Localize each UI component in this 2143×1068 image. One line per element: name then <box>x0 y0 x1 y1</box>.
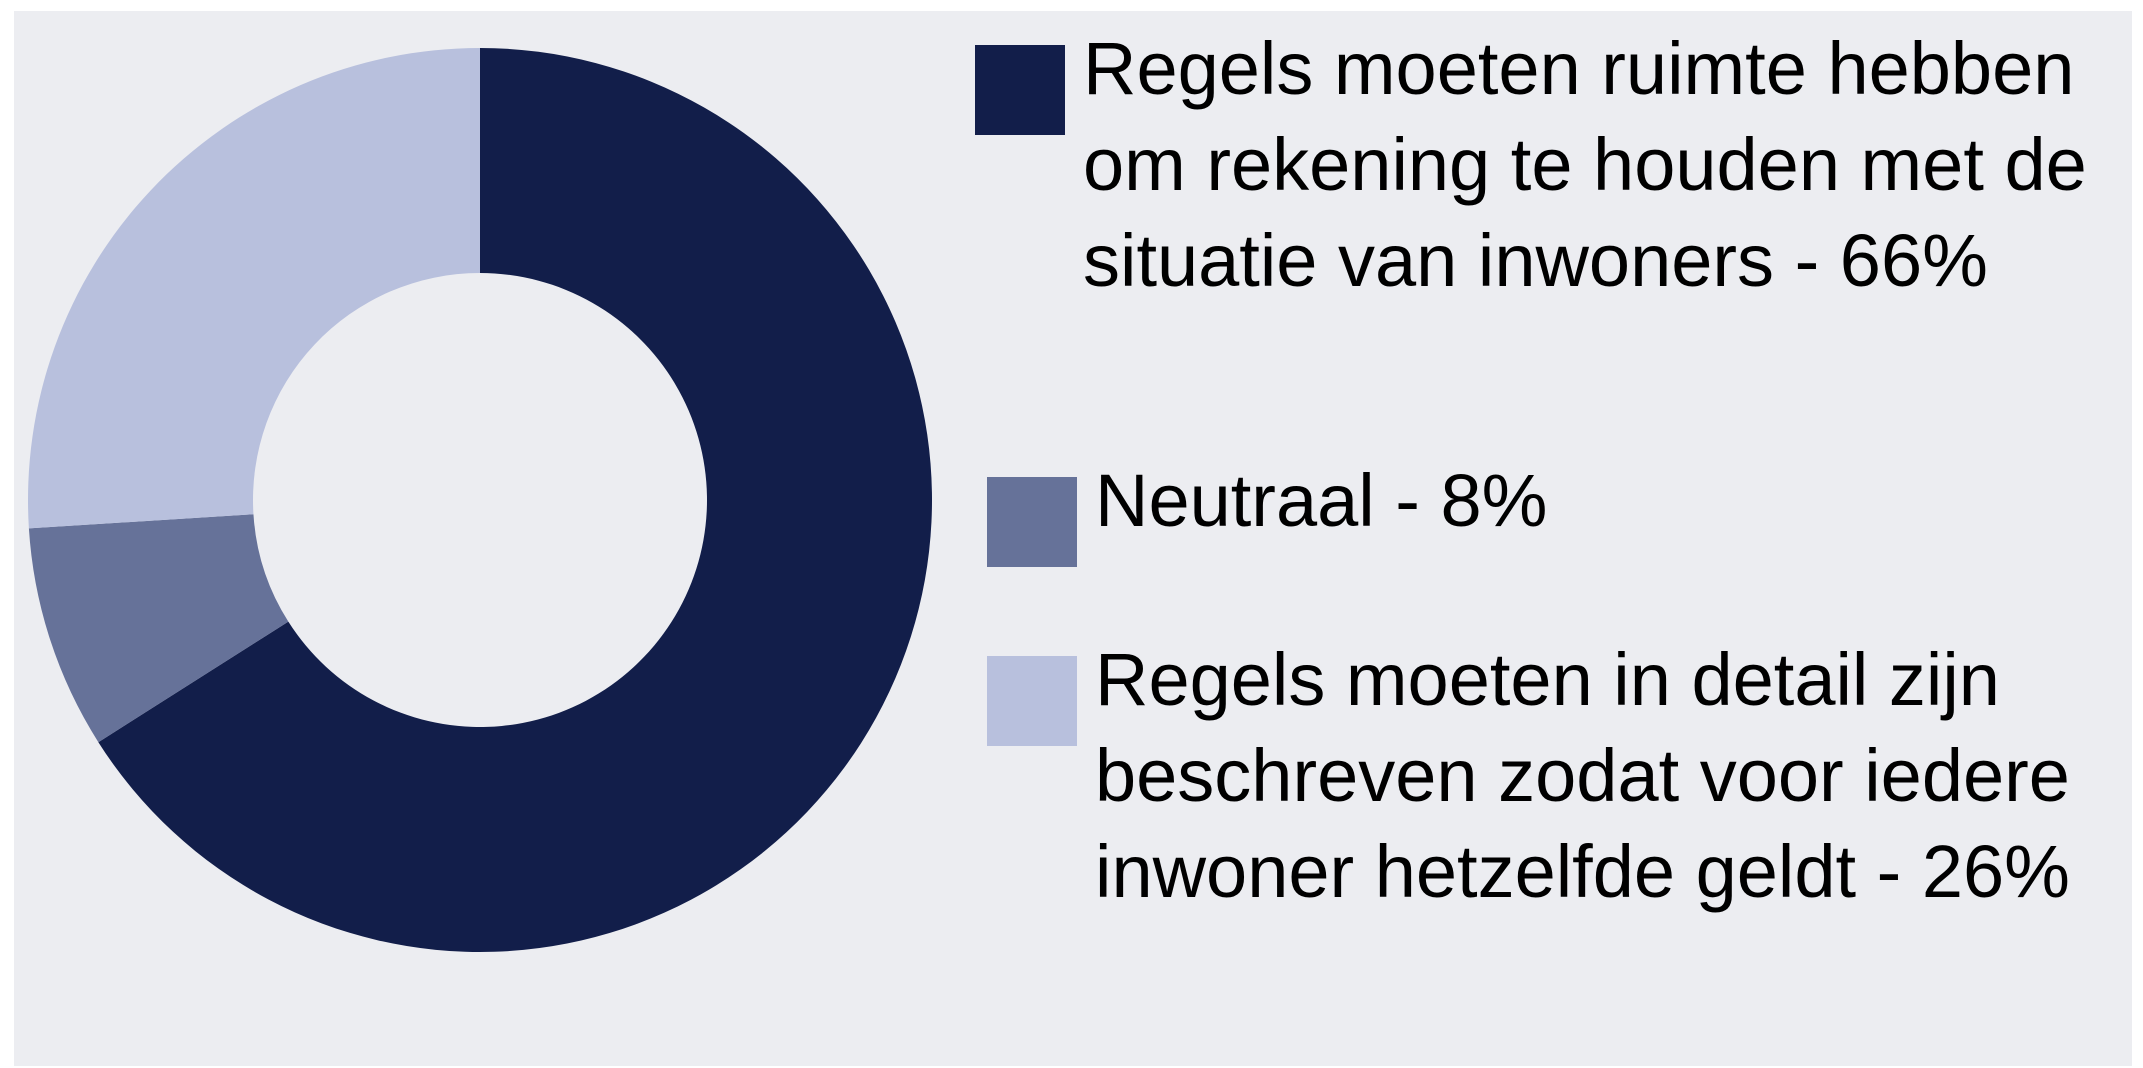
legend-item: Regels moeten ruimte hebben om rekening … <box>975 21 2103 309</box>
legend-label: Neutraal - 8% <box>1095 459 1548 542</box>
legend-label: Regels moeten in detail zijn beschreven … <box>1095 638 2070 913</box>
slice <box>28 514 289 743</box>
legend-label: Regels moeten ruimte hebben om rekening … <box>1083 27 2087 302</box>
slice <box>98 48 932 953</box>
legend-swatch <box>987 656 1077 746</box>
legend-swatch <box>987 477 1077 567</box>
legend-item: Neutraal - 8% <box>987 453 2115 567</box>
legend-item: Regels moeten in detail zijn beschreven … <box>987 632 2115 920</box>
slice <box>27 48 480 529</box>
legend-swatch <box>975 45 1065 135</box>
